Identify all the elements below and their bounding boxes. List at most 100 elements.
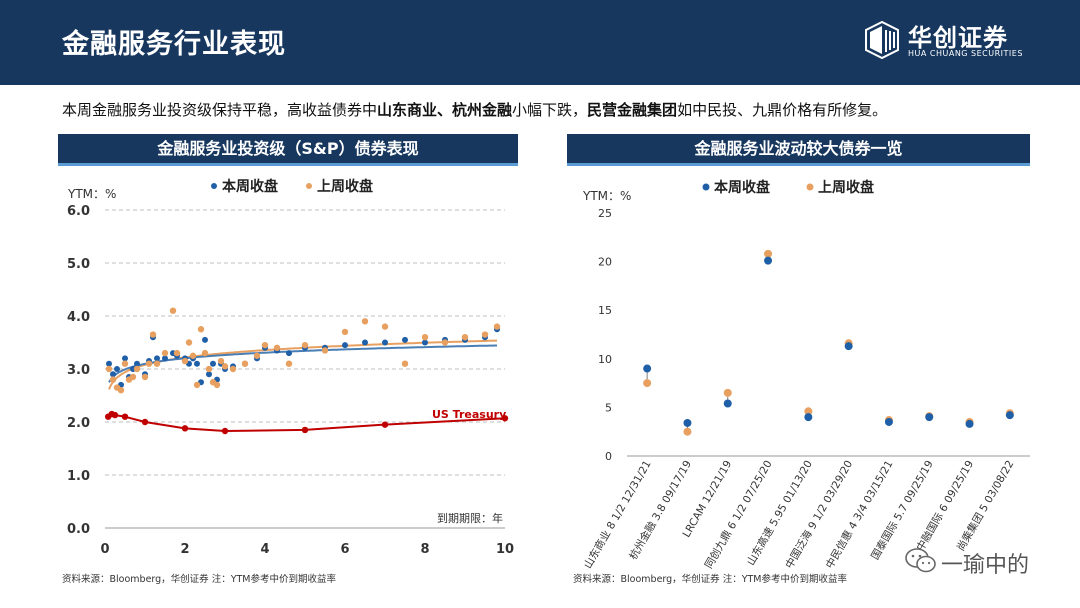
summary-part-1: 本周金融服务业投资级保持平稳，高收益债券中 xyxy=(62,101,378,119)
left-point-this-week xyxy=(110,371,116,378)
right-point-this-week xyxy=(643,364,652,373)
left-point-this-week xyxy=(162,355,168,362)
left-point-this-week xyxy=(286,350,292,357)
right-point-this-week xyxy=(844,342,853,351)
left-point-this-week xyxy=(134,360,140,367)
left-x-tick-label: 8 xyxy=(420,542,429,557)
left-trend-this-week xyxy=(108,344,497,383)
logo-name-cn: 华创证券 xyxy=(908,24,1008,52)
summary-bold-1: 山东商业、杭州金融 xyxy=(377,101,513,119)
left-point-last-week xyxy=(301,341,309,349)
left-point-last-week xyxy=(181,357,189,365)
left-x-tick-label: 4 xyxy=(260,542,269,557)
left-point-last-week xyxy=(461,334,469,341)
right-y-tick-label: 20 xyxy=(598,256,612,269)
left-point-last-week xyxy=(285,360,293,367)
right-legend-last-week-marker xyxy=(806,183,814,191)
left-point-last-week xyxy=(261,341,269,349)
left-point-this-week xyxy=(106,360,112,367)
left-x-axis-label: 到期期限：年 xyxy=(437,511,503,525)
right-source-note: 资料来源：Bloomberg，华创证券 注：YTM参考中价到期收益率 xyxy=(573,574,848,585)
right-y-tick-label: 25 xyxy=(598,207,612,220)
left-y-tick-label: 3.0 xyxy=(67,363,90,378)
left-point-last-week xyxy=(185,339,193,346)
right-category-label: 山东商业 8 1/2 12/31/21 xyxy=(581,458,654,571)
right-y-axis-label: YTM：% xyxy=(582,189,631,203)
left-y-tick-label: 1.0 xyxy=(67,469,90,484)
right-point-this-week xyxy=(683,418,692,427)
right-panel-title: 金融服务业波动较大债券一览 xyxy=(567,134,1030,166)
watermark-text: 一瑜中的 xyxy=(941,553,1030,578)
left-point-this-week xyxy=(382,339,388,346)
left-point-last-week xyxy=(217,357,225,365)
right-legend-this-week-label: 本周收盘 xyxy=(714,179,770,196)
left-point-last-week xyxy=(321,347,329,354)
left-x-tick-label: 0 xyxy=(100,542,109,557)
right-point-this-week xyxy=(764,256,773,265)
left-point-this-week xyxy=(194,360,200,367)
left-point-this-week xyxy=(206,371,212,378)
wechat-icon xyxy=(905,548,936,573)
left-treasury-point xyxy=(221,427,229,435)
right-point-this-week xyxy=(804,413,813,422)
right-legend-this-week-marker xyxy=(702,183,710,191)
left-point-this-week xyxy=(202,336,208,343)
left-y-tick-label: 0.0 xyxy=(67,522,90,537)
left-point-last-week xyxy=(129,373,137,381)
left-point-last-week xyxy=(169,307,177,314)
left-y-tick-label: 6.0 xyxy=(67,204,90,219)
right-point-this-week xyxy=(1005,411,1014,420)
logo-cube-icon xyxy=(865,20,899,60)
wechat-watermark: 一瑜中的 xyxy=(905,545,1055,578)
left-point-last-week xyxy=(481,331,489,338)
left-point-this-week xyxy=(362,339,368,346)
left-point-last-week xyxy=(105,365,113,373)
header-bar: 金融服务行业表现 华创证券 HUA CHUANG SECURITIES xyxy=(0,0,1080,85)
left-point-last-week xyxy=(121,360,129,367)
right-y-tick-label: 15 xyxy=(598,304,612,317)
left-point-last-week xyxy=(253,352,261,359)
left-point-last-week xyxy=(213,381,221,389)
left-point-last-week xyxy=(153,360,161,367)
left-point-last-week xyxy=(109,376,117,383)
right-y-tick-label: 0 xyxy=(605,450,612,463)
right-y-tick-label: 10 xyxy=(598,353,612,366)
left-y-tick-label: 5.0 xyxy=(67,257,90,272)
left-point-this-week xyxy=(122,355,128,362)
left-point-last-week xyxy=(229,365,237,373)
left-point-last-week xyxy=(241,360,249,367)
left-point-last-week xyxy=(201,349,209,357)
left-legend-this-week-label: 本周收盘 xyxy=(222,178,278,195)
left-point-last-week xyxy=(493,323,501,330)
left-point-last-week xyxy=(341,328,349,336)
summary-part-3: 如中民投、九鼎价格有所修复。 xyxy=(677,101,888,119)
summary-bold-2: 民营金融集团 xyxy=(587,101,678,119)
right-point-last-week xyxy=(764,249,773,258)
left-point-last-week xyxy=(117,387,125,394)
left-legend-last-week-label: 上周收盘 xyxy=(317,178,373,195)
left-point-last-week xyxy=(361,318,369,325)
page-title: 金融服务行业表现 xyxy=(62,29,286,60)
left-point-last-week xyxy=(193,381,201,389)
left-point-last-week xyxy=(133,365,141,373)
right-point-this-week xyxy=(925,413,934,422)
left-source-note: 资料来源：Bloomberg，华创证券 注：YTM参考中价到期收益率 xyxy=(62,574,337,585)
right-point-last-week xyxy=(723,388,732,397)
right-point-this-week xyxy=(723,399,732,408)
left-point-last-week xyxy=(141,373,149,381)
left-panel-title: 金融服务业投资级（S&P）债券表现 xyxy=(58,134,518,166)
left-treasury-point xyxy=(301,426,309,434)
left-y-tick-label: 2.0 xyxy=(67,416,90,431)
right-point-this-week xyxy=(965,419,974,428)
left-point-last-week xyxy=(221,363,229,370)
left-point-this-week xyxy=(402,336,408,343)
left-point-this-week xyxy=(114,366,120,372)
left-point-last-week xyxy=(161,349,169,357)
left-treasury-point xyxy=(501,415,509,422)
company-logo: 华创证券 HUA CHUANG SECURITIES xyxy=(862,18,1062,68)
left-x-tick-label: 2 xyxy=(180,542,189,557)
left-point-last-week xyxy=(441,339,449,346)
left-point-this-week xyxy=(342,342,348,349)
left-treasury-point xyxy=(121,413,129,420)
